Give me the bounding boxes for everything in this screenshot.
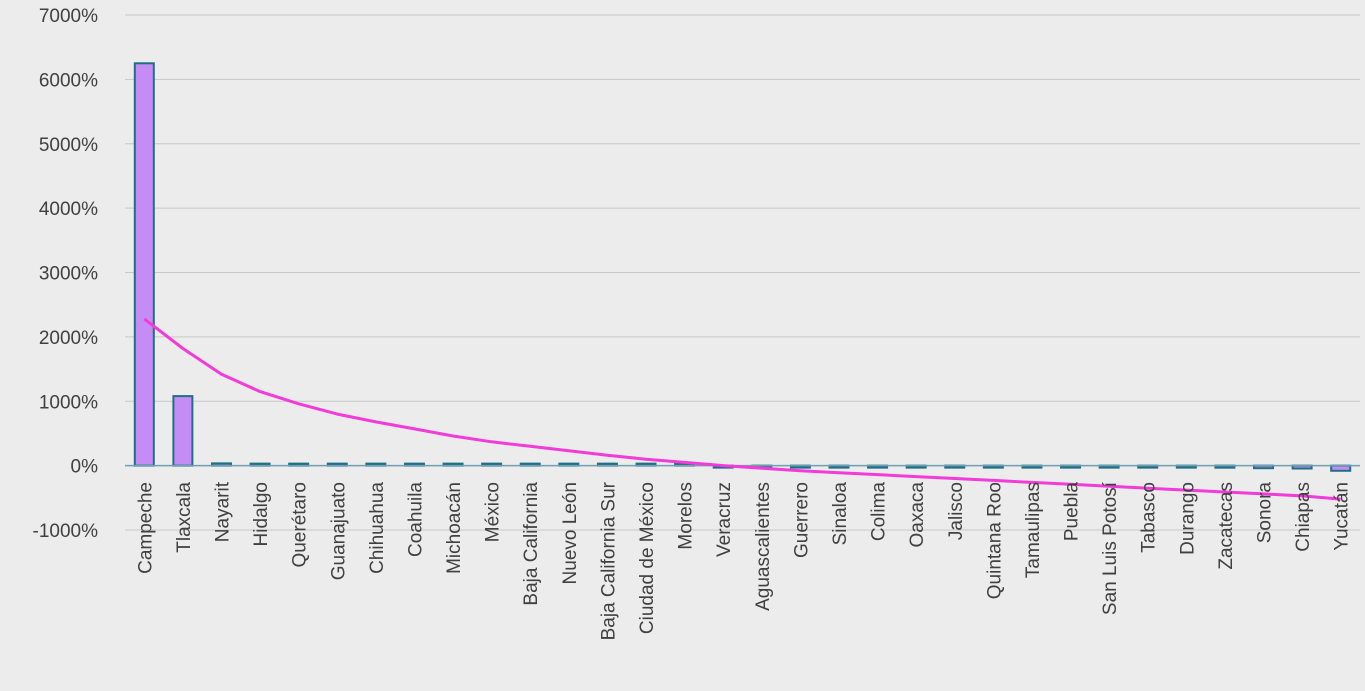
x-category-label: Querétaro	[290, 482, 311, 568]
x-category-label: San Luis Potosí	[1100, 481, 1121, 615]
x-category-label: Guerrero	[791, 482, 812, 558]
y-tick-label: 3000%	[39, 264, 98, 285]
x-category-label: Durango	[1177, 482, 1198, 555]
x-category-label: Michoacán	[444, 482, 465, 574]
x-category-label: Tamaulipas	[1023, 482, 1044, 578]
x-category-label: Oaxaca	[907, 482, 928, 548]
x-category-label: Hidalgo	[251, 482, 272, 546]
x-category-label: Morelos	[676, 482, 697, 550]
x-category-label: Coahuila	[405, 482, 426, 557]
y-tick-label: 1000%	[39, 392, 98, 413]
y-tick-label: 7000%	[39, 6, 98, 27]
x-category-label: Puebla	[1062, 482, 1083, 542]
x-category-label: Guanajuato	[328, 482, 349, 580]
bar	[172, 395, 194, 467]
y-axis-tick-labels: -1000% 0% 1000% 2000% 3000% 4000% 5000% 6000% 70…	[33, 6, 99, 542]
x-category-label: Tlaxcala	[174, 482, 195, 553]
x-category-label: Chiapas	[1293, 482, 1314, 552]
x-category-label: Ciudad de México	[637, 482, 658, 634]
x-category-label: Campeche	[135, 482, 156, 574]
x-category-label: Veracruz	[714, 482, 735, 557]
y-tick-label: 4000%	[39, 199, 98, 220]
trend-line	[143, 317, 1341, 501]
bar	[1330, 464, 1352, 472]
x-category-label: Nayarit	[212, 481, 233, 542]
bar	[133, 62, 155, 467]
x-category-label: Colima	[869, 482, 890, 542]
x-category-label: Jalisco	[946, 482, 967, 540]
y-tick-label: 0%	[71, 457, 99, 478]
bars	[133, 62, 1352, 472]
y-tick-label: 2000%	[39, 328, 98, 349]
x-category-label: Nuevo León	[560, 482, 581, 584]
y-tick-label: -1000%	[33, 521, 99, 542]
x-category-label: Tabasco	[1139, 482, 1160, 553]
x-category-label: Baja California	[521, 482, 542, 606]
x-category-label: Aguascalientes	[753, 482, 774, 611]
x-category-label: Baja California Sur	[598, 481, 619, 640]
x-category-label: Quintana Roo	[984, 482, 1005, 599]
x-axis-category-labels: Campeche Tlaxcala Nayarit Hidalgo Querétaro G…	[135, 481, 1352, 640]
x-category-label: Chihuahua	[367, 482, 388, 574]
y-tick-label: 5000%	[39, 135, 98, 156]
x-category-label: Sinaloa	[830, 482, 851, 546]
y-tick-label: 6000%	[39, 70, 98, 91]
gridlines	[125, 14, 1360, 531]
x-category-label: Yucatán	[1332, 482, 1353, 551]
x-category-label: Sonora	[1255, 482, 1276, 544]
x-category-label: México	[483, 482, 504, 542]
x-category-label: Zacatecas	[1216, 482, 1237, 570]
